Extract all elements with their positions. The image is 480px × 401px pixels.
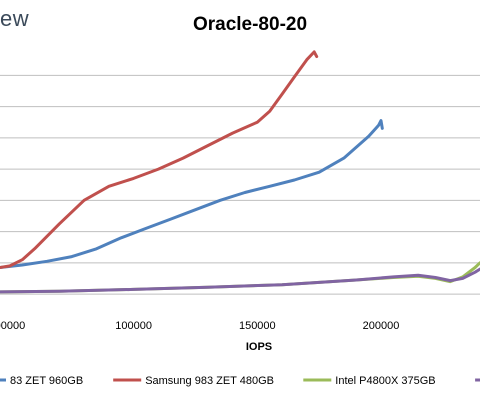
x-axis-title: IOPS <box>246 341 272 353</box>
x-tick-label: 100000 <box>115 320 152 332</box>
x-tick-label: 200000 <box>363 320 400 332</box>
x-tick-label: 00000 <box>0 320 25 332</box>
gridlines <box>0 74 480 295</box>
logo-text: ew <box>0 6 30 31</box>
legend: 83 ZET 960GB Samsung 983 ZET 480GB Intel P… <box>0 375 480 387</box>
legend-label-0: 83 ZET 960GB <box>10 375 83 387</box>
legend-label-1: Samsung 983 ZET 480GB <box>145 375 274 387</box>
series-lines <box>0 50 480 294</box>
chart-title: Oracle-80-20 <box>192 14 308 35</box>
x-tick-labels: 00000 100000 150000 200000 <box>0 320 399 332</box>
legend-label-2: Intel P4800X 375GB <box>335 375 435 387</box>
x-tick-label: 150000 <box>239 320 276 332</box>
series-line-3 <box>0 267 480 294</box>
series-line-1 <box>0 50 319 269</box>
series-line-0 <box>0 119 384 269</box>
